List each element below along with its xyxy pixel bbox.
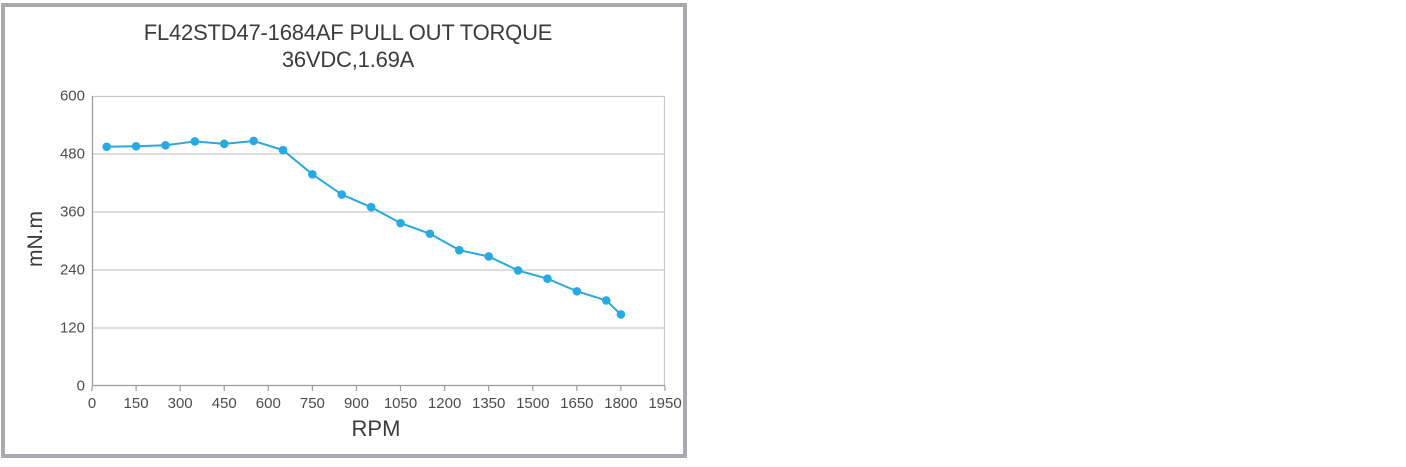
data-point [102, 142, 111, 152]
y-axis-tick-labels: 0 120 240 360 480 600 [43, 88, 85, 395]
data-point [601, 296, 611, 305]
plot-area [91, 95, 666, 391]
data-point [455, 245, 464, 255]
x-tick-label-1200: 1200 [427, 395, 462, 412]
chart-subtitle: 36VDC,1.69A [281, 47, 415, 72]
y-tick-label-600: 600 [59, 87, 85, 105]
y-tick-label-120: 120 [59, 319, 85, 337]
data-point [366, 202, 376, 212]
data-point [308, 170, 317, 179]
data-point [249, 136, 258, 146]
data-point [572, 286, 582, 296]
x-tick-label-150: 150 [123, 395, 149, 412]
data-point [513, 266, 523, 275]
x-tick-label-1050: 1050 [383, 395, 418, 412]
x-tick-label-1800: 1800 [604, 395, 638, 412]
x-tick-label-450: 450 [211, 395, 237, 412]
y-axis-title-text: mN.m [24, 211, 47, 267]
x-tick-label-750: 750 [299, 395, 325, 412]
data-point [616, 310, 626, 319]
torque-curve-svg [91, 95, 666, 391]
y-tick-label-480: 480 [59, 145, 85, 163]
torque-line [105, 139, 622, 316]
x-axis-title: RPM [351, 416, 401, 441]
data-point [425, 229, 435, 239]
chart-title: FL42STD47-1684AF PULL OUT TORQUE [143, 20, 553, 45]
x-tick-label-1500: 1500 [516, 395, 550, 412]
y-tick-label-360: 360 [59, 203, 85, 221]
x-tick-label-900: 900 [343, 395, 369, 412]
y-tick-label-240: 240 [59, 261, 85, 279]
data-point [337, 190, 347, 199]
chart-title-block: FL42STD47-1684AF PULL OUT TORQUE 36VDC,1… [98, 19, 598, 73]
x-tick-label-600: 600 [255, 395, 281, 412]
x-tick-label-1650: 1650 [560, 395, 594, 412]
y-tick-label-0: 0 [76, 377, 85, 395]
x-axis-tick-labels: 0 150 300 450 600 750 900 1050 1200 1350 1500 1650 1… [88, 395, 682, 412]
data-point [131, 141, 141, 151]
data-point [161, 141, 170, 150]
data-point [396, 218, 405, 228]
data-point [219, 139, 229, 149]
x-tick-label-1950: 1950 [648, 395, 682, 412]
x-tick-label-0: 0 [87, 395, 97, 412]
data-point [278, 145, 288, 155]
chart-panel: FL42STD47-1684AF PULL OUT TORQUE 36VDC,1… [1, 3, 687, 458]
data-point [190, 137, 200, 146]
x-tick-label-300: 300 [167, 395, 193, 412]
data-point [543, 274, 552, 283]
x-tick-label-1350: 1350 [472, 395, 506, 412]
data-point [484, 252, 493, 261]
